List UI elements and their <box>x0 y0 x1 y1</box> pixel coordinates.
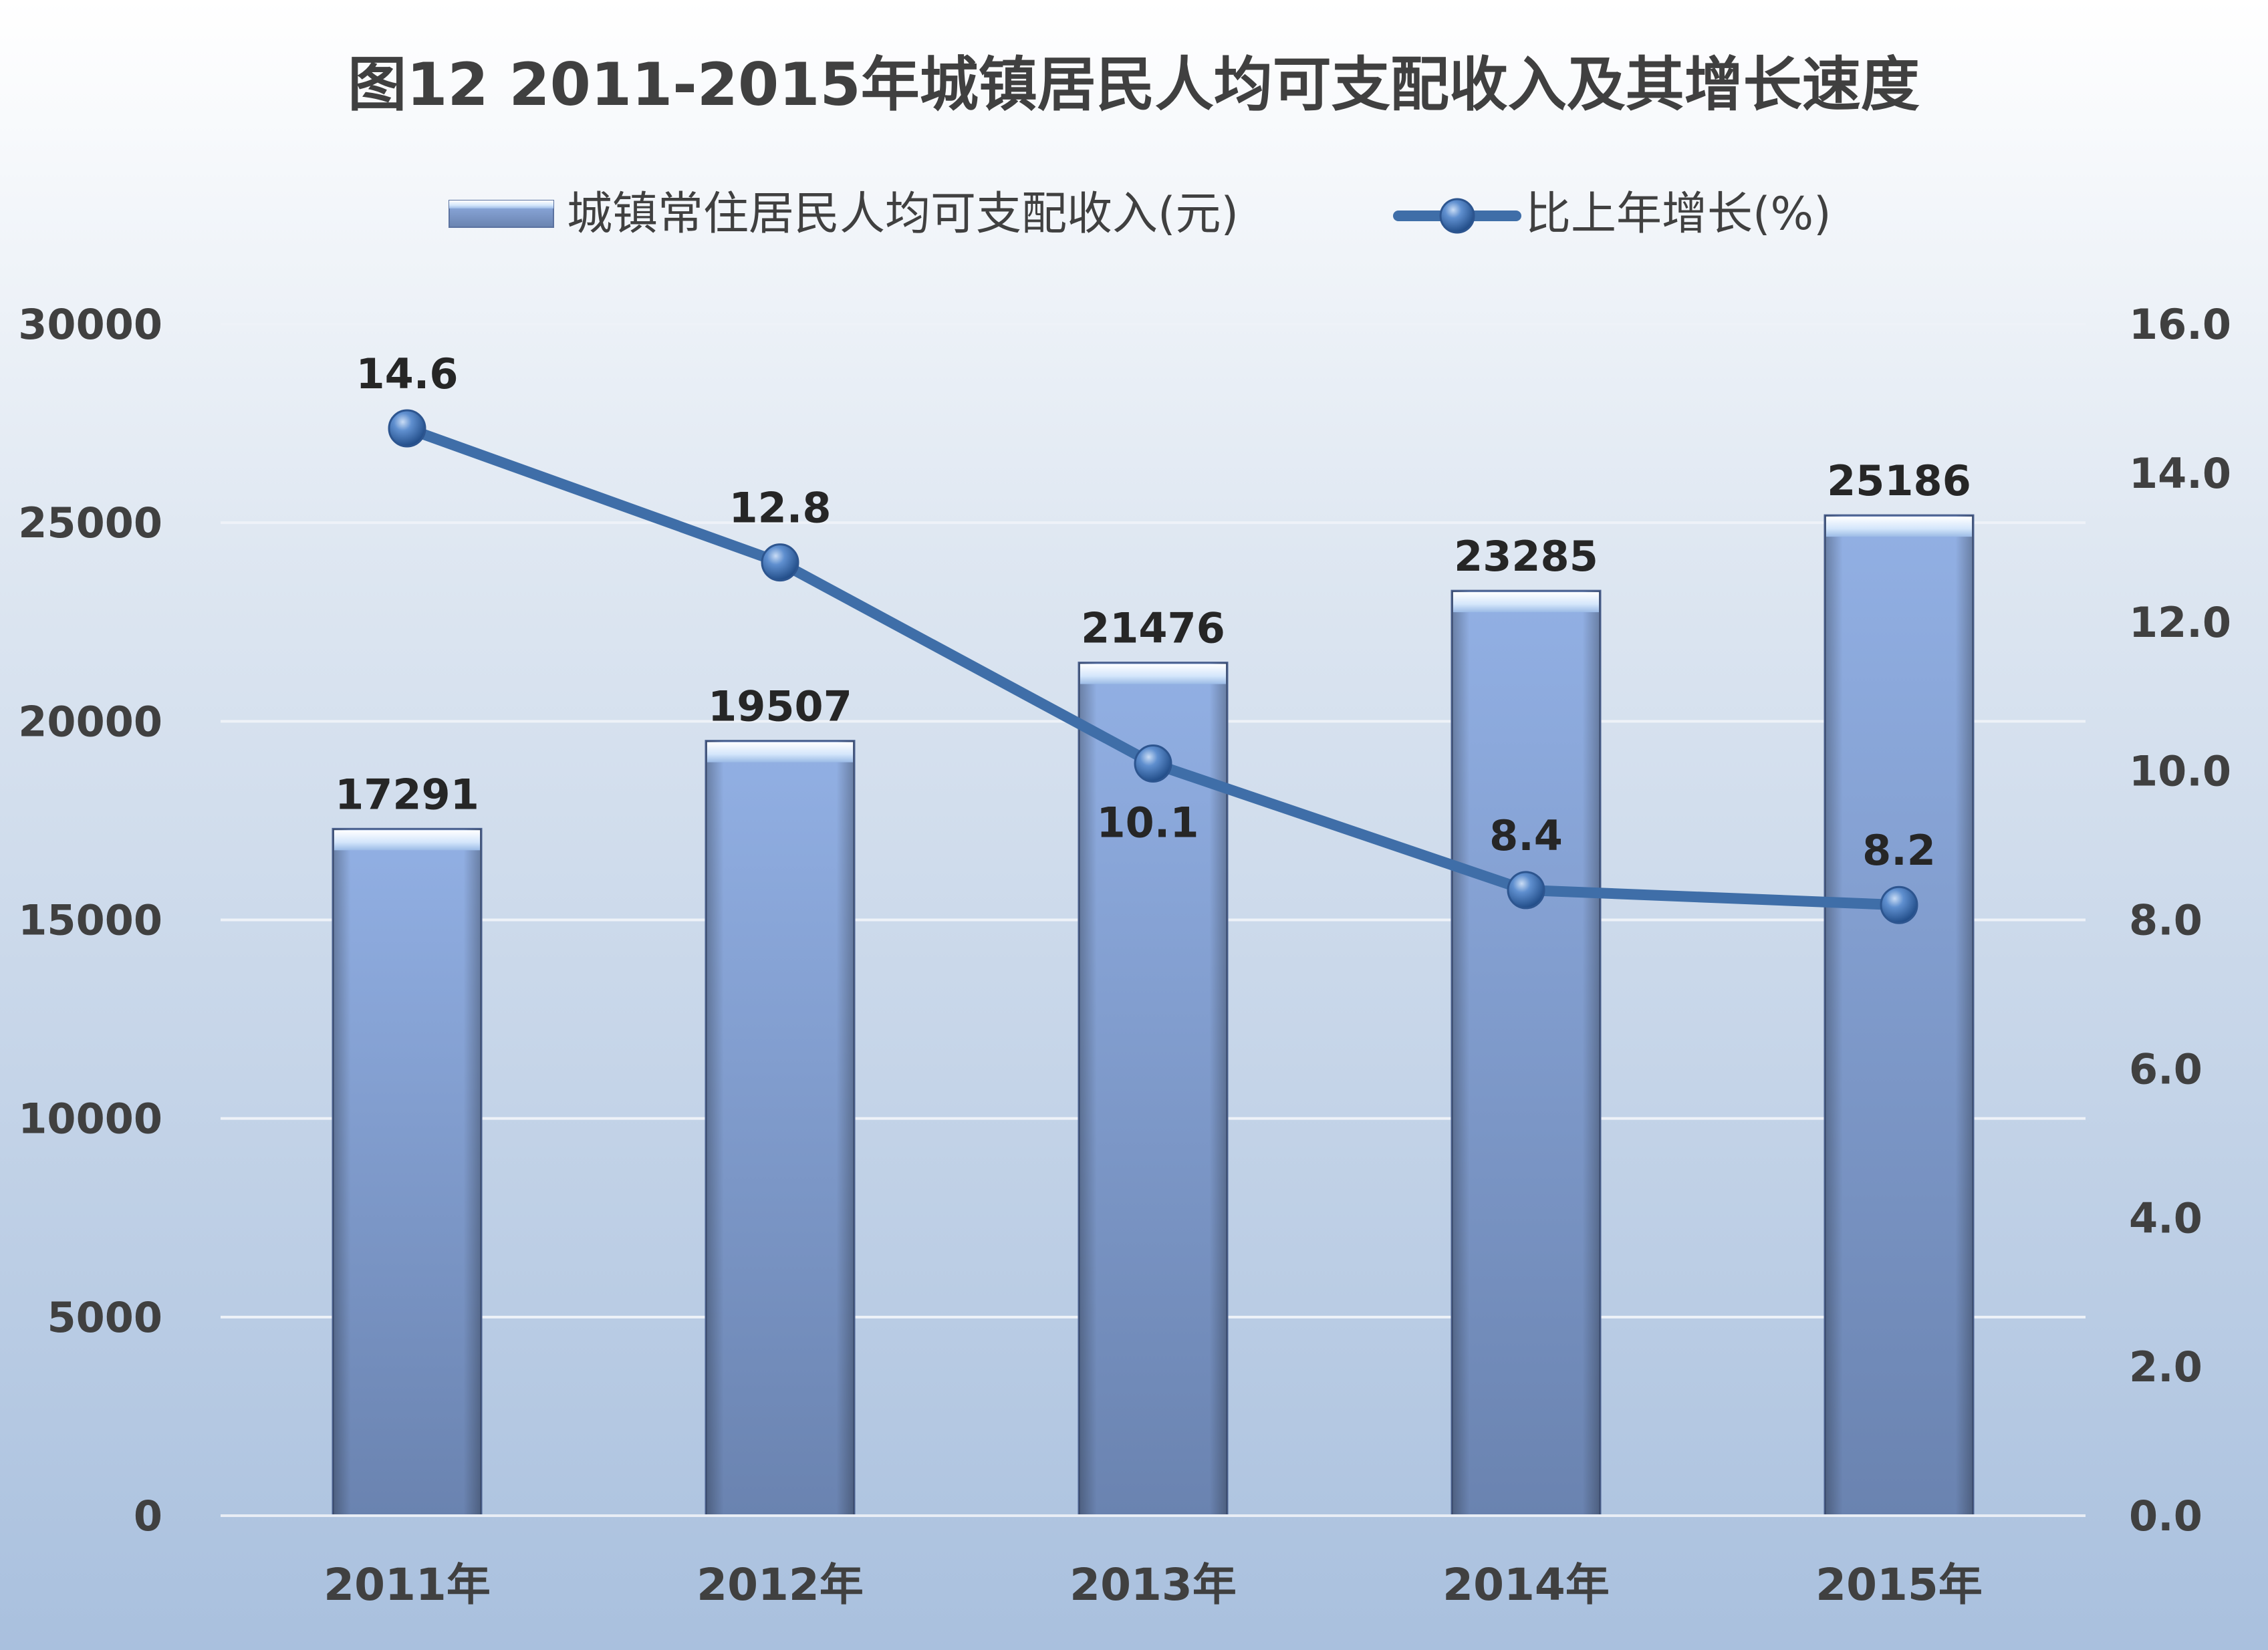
legend: 城镇常住居民人均可支配收入(元) 比上年增长(%) <box>449 188 1832 241</box>
bar-cap <box>1826 517 1972 537</box>
y-right-tick-label: 0.0 <box>2129 1492 2202 1540</box>
x-tick-label: 2014年 <box>1442 1559 1610 1611</box>
y-left-tick-label: 25000 <box>18 499 162 547</box>
x-tick-label: 2012年 <box>697 1559 864 1611</box>
bar-shade <box>1825 515 1973 1516</box>
x-axis: 2011年 2012年 2013年 2014年 2015年 <box>324 1559 1983 1611</box>
legend-bar-swatch-cap <box>449 200 553 209</box>
line-series <box>388 409 1918 924</box>
line-point <box>1134 744 1172 783</box>
line-data-label: 12.8 <box>729 484 832 533</box>
y-left-tick-label: 5000 <box>47 1293 162 1342</box>
legend-line-marker <box>1439 198 1475 234</box>
bar-cap <box>1080 664 1226 684</box>
y-left-tick-label: 30000 <box>18 300 162 349</box>
line-data-label: 8.2 <box>1862 826 1936 875</box>
bar <box>1078 662 1229 1517</box>
bar <box>1451 589 1602 1517</box>
line-point <box>1507 871 1545 910</box>
bar-cap <box>707 742 853 763</box>
y-right-tick-label: 12.0 <box>2129 598 2231 647</box>
bar-data-labels: 17291 19507 21476 23285 25186 <box>335 456 1971 819</box>
bar-shade <box>1079 662 1227 1516</box>
y-left-tick-label: 20000 <box>18 697 162 746</box>
x-tick-label: 2013年 <box>1069 1559 1237 1611</box>
y-right-tick-label: 4.0 <box>2129 1194 2202 1242</box>
y-left-tick-label: 15000 <box>18 896 162 945</box>
line-data-label: 10.1 <box>1097 798 1199 847</box>
line-data-labels: 14.6 12.8 10.1 8.4 8.2 <box>356 350 1936 875</box>
y-left-tick-label: 10000 <box>18 1095 162 1143</box>
bar-data-label: 21476 <box>1081 604 1225 653</box>
bar-data-label: 23285 <box>1454 532 1598 581</box>
line-data-label: 14.6 <box>356 350 459 398</box>
y-right-tick-label: 6.0 <box>2129 1045 2202 1093</box>
bar <box>332 827 483 1517</box>
y-right-tick-label: 8.0 <box>2129 896 2202 945</box>
bar-data-label: 25186 <box>1827 456 1971 505</box>
legend-bar-label: 城镇常住居民人均可支配收入(元) <box>567 188 1239 241</box>
bar <box>705 740 856 1517</box>
y-right-tick-label: 14.0 <box>2129 449 2231 498</box>
line-point <box>388 409 426 448</box>
y-axis-right: 0.0 2.0 4.0 6.0 8.0 10.0 12.0 14.0 16.0 <box>2129 300 2231 1540</box>
y-right-tick-label: 10.0 <box>2129 747 2231 796</box>
y-left-tick-label: 0 <box>134 1492 162 1540</box>
x-tick-label: 2015年 <box>1815 1559 1983 1611</box>
legend-line-label: 比上年增长(%) <box>1525 188 1832 241</box>
bar-shade <box>1452 591 1600 1516</box>
line-point <box>1880 885 1918 924</box>
line-data-label: 8.4 <box>1489 811 1563 860</box>
line-point <box>761 543 799 582</box>
bar-data-label: 17291 <box>335 770 479 819</box>
bar-series <box>332 514 1975 1517</box>
bar-cap <box>334 830 480 851</box>
x-tick-label: 2011年 <box>324 1559 491 1611</box>
bar-shade <box>333 829 481 1516</box>
bar <box>1823 514 1975 1517</box>
chart-title: 图12 2011-2015年城镇居民人均可支配收入及其增长速度 <box>348 50 1919 119</box>
bar-cap <box>1453 592 1599 613</box>
y-axis-left: 0 5000 10000 15000 20000 25000 30000 <box>18 300 162 1540</box>
bar-data-label: 19507 <box>708 682 852 731</box>
bar-shade <box>706 740 854 1516</box>
legend-item-line: 比上年增长(%) <box>1393 188 1832 241</box>
y-right-tick-label: 16.0 <box>2129 300 2231 349</box>
legend-item-bar: 城镇常住居民人均可支配收入(元) <box>449 188 1239 241</box>
y-right-tick-label: 2.0 <box>2129 1343 2202 1391</box>
